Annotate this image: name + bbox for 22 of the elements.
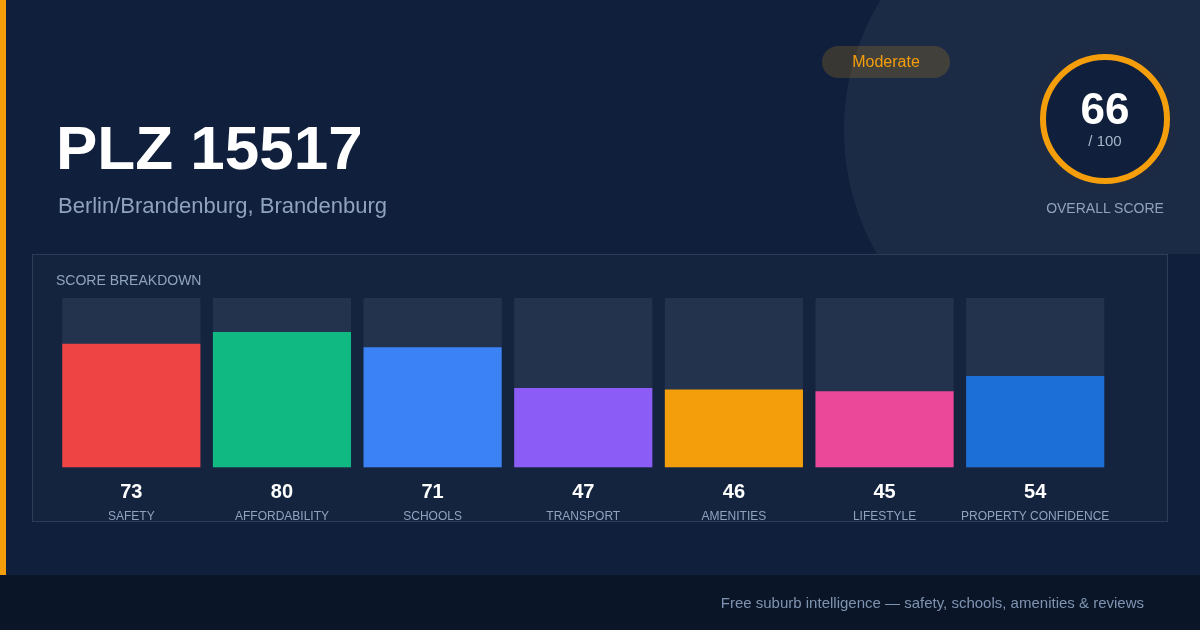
data-label: 80 — [270, 480, 294, 503]
x-tick-label: TRANSPORT — [546, 509, 621, 524]
data-label: 54 — [1024, 480, 1048, 503]
chart-subtitle: Berlin/Brandenburg, Brandenburg — [58, 193, 388, 219]
x-tick-label: AMENITIES — [701, 509, 767, 524]
x-tick-label: AFFORDABILITY — [234, 509, 329, 524]
x-tick-label: SAFETY — [107, 509, 155, 524]
data-label: 71 — [421, 480, 444, 503]
data-label: 73 — [120, 480, 143, 503]
text: OVERALL SCORE — [1045, 200, 1165, 216]
data-label: 47 — [572, 480, 595, 503]
text: Free suburb intelligence — safety, schools, amenities & reviews — [720, 594, 1144, 611]
chart-title: PLZ 15517 — [56, 112, 363, 183]
x-tick-label: SCHOOLS — [403, 509, 462, 524]
x-tick-label: LIFESTYLE — [852, 509, 917, 524]
text: 66 — [1079, 84, 1131, 134]
text: Moderate — [822, 46, 950, 78]
data-label: 45 — [873, 480, 896, 503]
text: SCORE BREAKDOWN — [56, 272, 202, 288]
text: / 100 — [1087, 132, 1123, 149]
x-tick-label: PROPERTY CONFIDENCE — [961, 509, 1110, 524]
data-label: 46 — [722, 480, 746, 503]
